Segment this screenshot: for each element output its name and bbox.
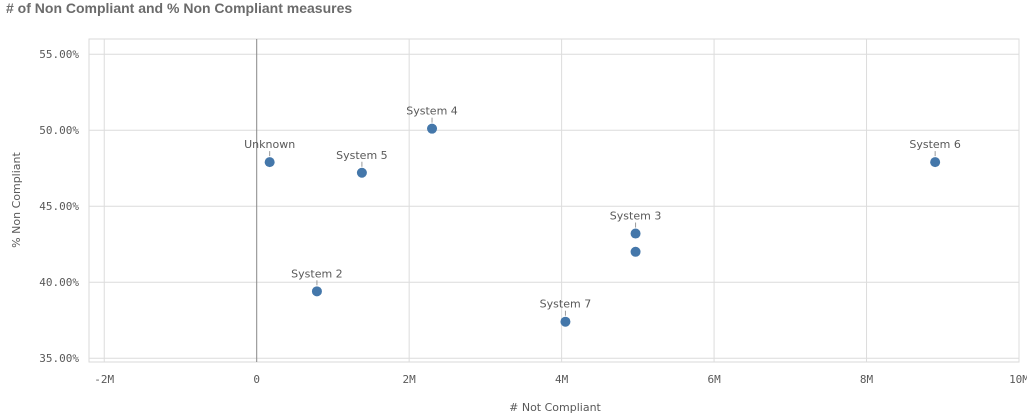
plot-frame <box>88 38 1020 363</box>
data-point[interactable] <box>311 286 322 297</box>
data-point[interactable] <box>560 316 571 327</box>
y-tick-label: 35.00% <box>39 352 79 365</box>
x-tick-label: 2M <box>403 373 417 386</box>
data-point[interactable] <box>427 123 438 134</box>
y-tick-label: 45.00% <box>39 200 79 213</box>
data-point[interactable] <box>930 157 941 168</box>
chart-title: # of Non Compliant and % Non Compliant m… <box>6 0 353 16</box>
point-label: System 4 <box>406 105 458 118</box>
point-label: System 2 <box>291 267 343 280</box>
x-tick-label: 6M <box>707 373 721 386</box>
y-axis-label: % Non Compliant <box>10 152 23 248</box>
x-tick-label: -2M <box>94 373 114 386</box>
y-tick-label: 55.00% <box>39 48 79 61</box>
point-label: System 7 <box>540 298 592 311</box>
data-point[interactable] <box>264 157 275 168</box>
grid-lines <box>88 38 1020 363</box>
y-tick-label: 40.00% <box>39 276 79 289</box>
x-tick-label: 4M <box>555 373 569 386</box>
data-point[interactable] <box>630 246 641 257</box>
point-label: Unknown <box>244 138 295 151</box>
point-label: System 5 <box>336 149 388 162</box>
point-label: System 3 <box>610 210 662 223</box>
x-axis-label: # Not Compliant <box>509 401 601 414</box>
y-tick-label: 50.00% <box>39 124 79 137</box>
data-point[interactable] <box>630 228 641 239</box>
x-tick-label: 8M <box>860 373 874 386</box>
x-tick-label: 10M <box>1009 373 1027 386</box>
tick-labels: -2M 0 2M 4M 6M 8M 10M 35.00% 40.00% 45.00% 50.00% 5… <box>39 48 1027 386</box>
data-point[interactable] <box>356 167 367 178</box>
data-points: Unknown System 2 System 3 System 4 System 5 S… <box>244 105 961 327</box>
point-label: System 6 <box>909 138 961 151</box>
x-tick-label: 0 <box>253 373 260 386</box>
